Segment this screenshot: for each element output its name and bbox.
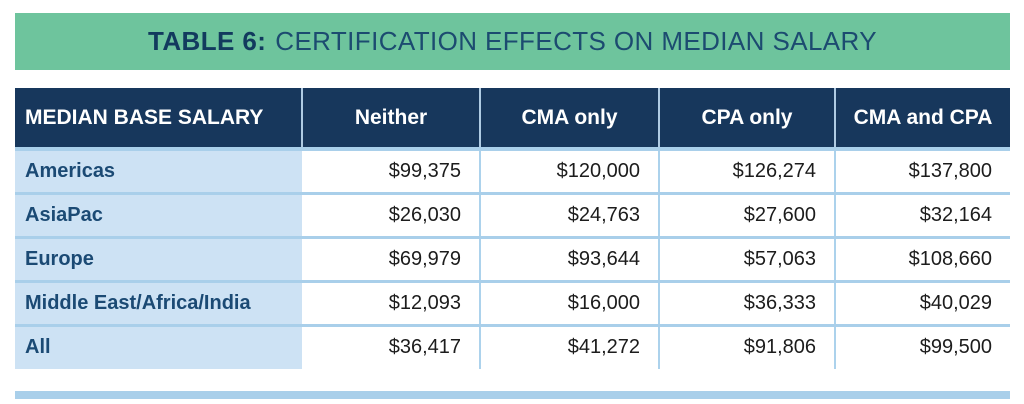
table-row-all: All $36,417 $41,272 $91,806 $99,500 (15, 325, 1010, 369)
value-cell: $126,274 (658, 149, 835, 195)
value-cell: $91,806 (658, 325, 835, 369)
value-cell: $36,417 (302, 325, 480, 369)
median-salary-table: MEDIAN BASE SALARY Neither CMA only CPA … (15, 88, 1010, 369)
value-cell: $69,979 (302, 237, 480, 283)
value-cell: $12,093 (302, 281, 480, 327)
table-number-label: TABLE 6: (147, 26, 267, 56)
value-cell: $36,333 (658, 281, 835, 327)
table-caption-banner: TABLE 6: CERTIFICATION EFFECTS ON MEDIAN… (15, 13, 1010, 70)
table-row-americas: Americas $99,375 $120,000 $126,274 $137,… (15, 149, 1010, 195)
table-row-asiapac: AsiaPac $26,030 $24,763 $27,600 $32,164 (15, 193, 1010, 239)
row-label-americas: Americas (15, 149, 302, 195)
value-cell: $27,600 (658, 193, 835, 239)
value-cell: $16,000 (479, 281, 659, 327)
column-header-cma-only: CMA only (479, 88, 659, 151)
value-cell: $32,164 (834, 193, 1010, 239)
table-caption-text: CERTIFICATION EFFECTS ON MEDIAN SALARY (275, 26, 877, 56)
row-label-all: All (15, 325, 302, 369)
value-cell: $108,660 (834, 237, 1010, 283)
column-header-cma-and-cpa: CMA and CPA (834, 88, 1010, 151)
value-cell: $40,029 (834, 281, 1010, 327)
table-row-europe: Europe $69,979 $93,644 $57,063 $108,660 (15, 237, 1010, 283)
value-cell: $24,763 (479, 193, 659, 239)
row-label-europe: Europe (15, 237, 302, 283)
value-cell: $99,375 (302, 149, 480, 195)
value-cell: $41,272 (479, 325, 659, 369)
value-cell: $57,063 (658, 237, 835, 283)
column-header-neither: Neither (301, 88, 480, 151)
value-cell: $99,500 (834, 325, 1010, 369)
value-cell: $26,030 (302, 193, 480, 239)
value-cell: $120,000 (479, 149, 659, 195)
table-row-middle-east-africa-india: Middle East/Africa/India $12,093 $16,000… (15, 281, 1010, 327)
column-header-median-base-salary: MEDIAN BASE SALARY (15, 88, 302, 151)
table-header-row: MEDIAN BASE SALARY Neither CMA only CPA … (15, 88, 1010, 151)
value-cell: $137,800 (834, 149, 1010, 195)
value-cell: $93,644 (479, 237, 659, 283)
row-label-middle-east-africa-india: Middle East/Africa/India (15, 281, 302, 327)
table-bottom-border (15, 391, 1010, 399)
row-label-asiapac: AsiaPac (15, 193, 302, 239)
column-header-cpa-only: CPA only (658, 88, 835, 151)
